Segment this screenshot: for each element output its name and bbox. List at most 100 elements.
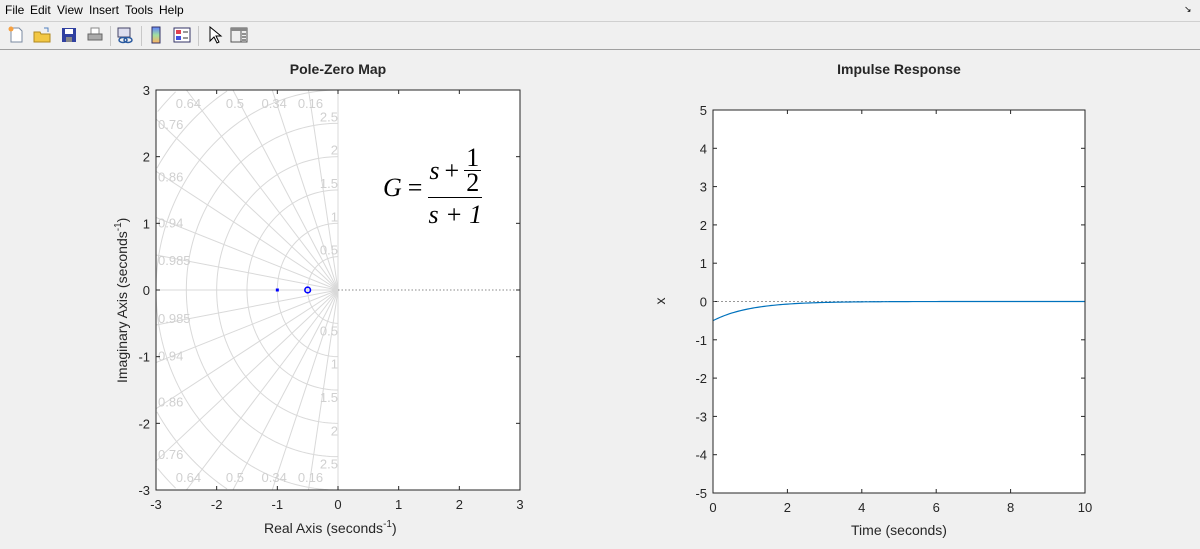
- damping-label: 0.34: [262, 470, 287, 485]
- zero-marker: [304, 286, 312, 294]
- x-tick-label: -3: [150, 497, 162, 512]
- menu-edit[interactable]: Edit: [30, 3, 51, 17]
- y-tick-label: 2: [143, 150, 150, 165]
- pz-markers: [275, 286, 312, 294]
- pz-title: Pole-Zero Map: [290, 61, 386, 77]
- pz-ylabel: Imaginary Axis (seconds-1): [113, 218, 130, 383]
- menu-view[interactable]: View: [57, 3, 83, 17]
- damping-label: 0.16: [298, 470, 323, 485]
- x-tick-label: -1: [272, 497, 284, 512]
- dock-arrow-icon[interactable]: ↘: [1184, 4, 1192, 14]
- damping-label: 0.86: [158, 395, 183, 410]
- y-tick-label: 5: [700, 103, 707, 118]
- frequency-label: 1: [331, 357, 338, 372]
- new-figure-icon[interactable]: [7, 26, 25, 44]
- y-tick-label: -2: [138, 416, 150, 431]
- damping-label: 0.5: [226, 96, 244, 111]
- damping-label: 0.34: [262, 96, 287, 111]
- menu-insert[interactable]: Insert: [89, 3, 120, 17]
- eq-lhs: G: [383, 173, 402, 202]
- damping-label: 0.985: [158, 253, 191, 268]
- pz-grid: 0.16 0.16 0.34 0.34 0.5 0.5 0.64 0.64 0.76 0.76 0.…: [156, 90, 520, 490]
- ir-xlabel: Time (seconds): [851, 522, 947, 538]
- frequency-label: 0.5: [320, 323, 338, 338]
- damping-line: [156, 170, 339, 291]
- pz-xlabel: Real Axis (seconds-1): [264, 519, 397, 536]
- y-tick-label: -3: [695, 409, 707, 424]
- damping-line: [271, 90, 339, 291]
- pole-marker: [275, 288, 279, 292]
- x-tick-label: 4: [858, 500, 865, 515]
- damping-line: [271, 289, 339, 490]
- y-tick-label: -4: [695, 448, 707, 463]
- edit-plot-pointer-icon[interactable]: [205, 26, 223, 44]
- damping-line: [308, 289, 339, 490]
- ir-ylabel: x: [652, 298, 668, 305]
- y-tick-label: 4: [700, 141, 707, 156]
- eq-equals: =: [407, 173, 423, 202]
- damping-line: [156, 289, 339, 326]
- figure-canvas: 0.16 0.16 0.34 0.34 0.5 0.5 0.64 0.64 0.76 0.76 0.…: [113, 61, 1092, 538]
- insert-legend-icon[interactable]: [173, 26, 191, 44]
- impulse-response-axes[interactable]: 0 2 4 6 8 10 -5 -4 -3 -2 -1 0 1 2 3 4 5 Impulse Response…: [652, 61, 1092, 538]
- damping-line: [186, 90, 339, 291]
- damping-label: 0.94: [158, 349, 183, 364]
- x-tick-label: 2: [784, 500, 791, 515]
- x-tick-label: 10: [1078, 500, 1092, 515]
- damping-line: [156, 216, 339, 291]
- y-tick-label: -1: [695, 333, 707, 348]
- x-tick-label: 1: [395, 497, 402, 512]
- damping-line: [156, 289, 339, 364]
- damping-label: 0.985: [158, 311, 191, 326]
- damping-line: [156, 289, 339, 410]
- x-tick-label: -2: [211, 497, 223, 512]
- y-tick-label: 0: [143, 283, 150, 298]
- transfer-function-equation: G = s + 1 2 s + 1: [383, 143, 483, 230]
- damping-label: 0.64: [176, 470, 201, 485]
- x-tick-label: 2: [456, 497, 463, 512]
- damping-line: [232, 289, 339, 490]
- menu-file[interactable]: File: [5, 3, 25, 17]
- frequency-label: 1.5: [320, 390, 338, 405]
- damping-line: [308, 90, 339, 291]
- ir-axes-box: [712, 109, 1086, 494]
- y-tick-label: -2: [695, 371, 707, 386]
- frequency-circle: [157, 91, 176, 489]
- x-tick-label: 0: [334, 497, 341, 512]
- insert-colorbar-icon[interactable]: [147, 26, 165, 44]
- frequency-label: 2: [331, 143, 338, 158]
- x-tick-label: 6: [933, 500, 940, 515]
- damping-label: 0.64: [176, 96, 201, 111]
- y-tick-label: 1: [143, 216, 150, 231]
- menu-bar: File Edit View Insert Tools Help ↘: [0, 0, 1200, 20]
- frequency-label: 1.5: [320, 176, 338, 191]
- y-tick-label: 1: [700, 256, 707, 271]
- save-icon[interactable]: [60, 26, 78, 44]
- open-file-icon[interactable]: [33, 26, 51, 44]
- toolbar: [0, 21, 1200, 50]
- damping-line: [232, 90, 339, 291]
- ir-series-line: [712, 300, 1085, 322]
- link-plot-icon[interactable]: [116, 26, 134, 44]
- frequency-label: 2: [331, 423, 338, 438]
- damping-line: [156, 289, 339, 462]
- damping-label: 0.16: [298, 96, 323, 111]
- menu-help[interactable]: Help: [159, 3, 184, 17]
- pole-zero-axes[interactable]: 0.16 0.16 0.34 0.34 0.5 0.5 0.64 0.64 0.76 0.76 0.…: [113, 61, 524, 536]
- eq-half-den: 2: [464, 168, 482, 197]
- property-editor-icon[interactable]: [230, 26, 248, 44]
- damping-label: 0.94: [158, 215, 183, 230]
- y-tick-label: -1: [138, 350, 150, 365]
- y-tick-label: -5: [695, 486, 707, 501]
- damping-label: 0.5: [226, 470, 244, 485]
- x-tick-label: 3: [516, 497, 523, 512]
- print-icon[interactable]: [86, 26, 104, 44]
- y-tick-label: 0: [700, 295, 707, 310]
- eq-half-num: 1: [466, 143, 480, 172]
- eq-denominator: s + 1: [428, 197, 483, 230]
- frequency-label: 1: [331, 209, 338, 224]
- damping-line: [156, 118, 339, 291]
- menu-tools[interactable]: Tools: [125, 3, 154, 17]
- damping-label: 0.76: [158, 117, 183, 132]
